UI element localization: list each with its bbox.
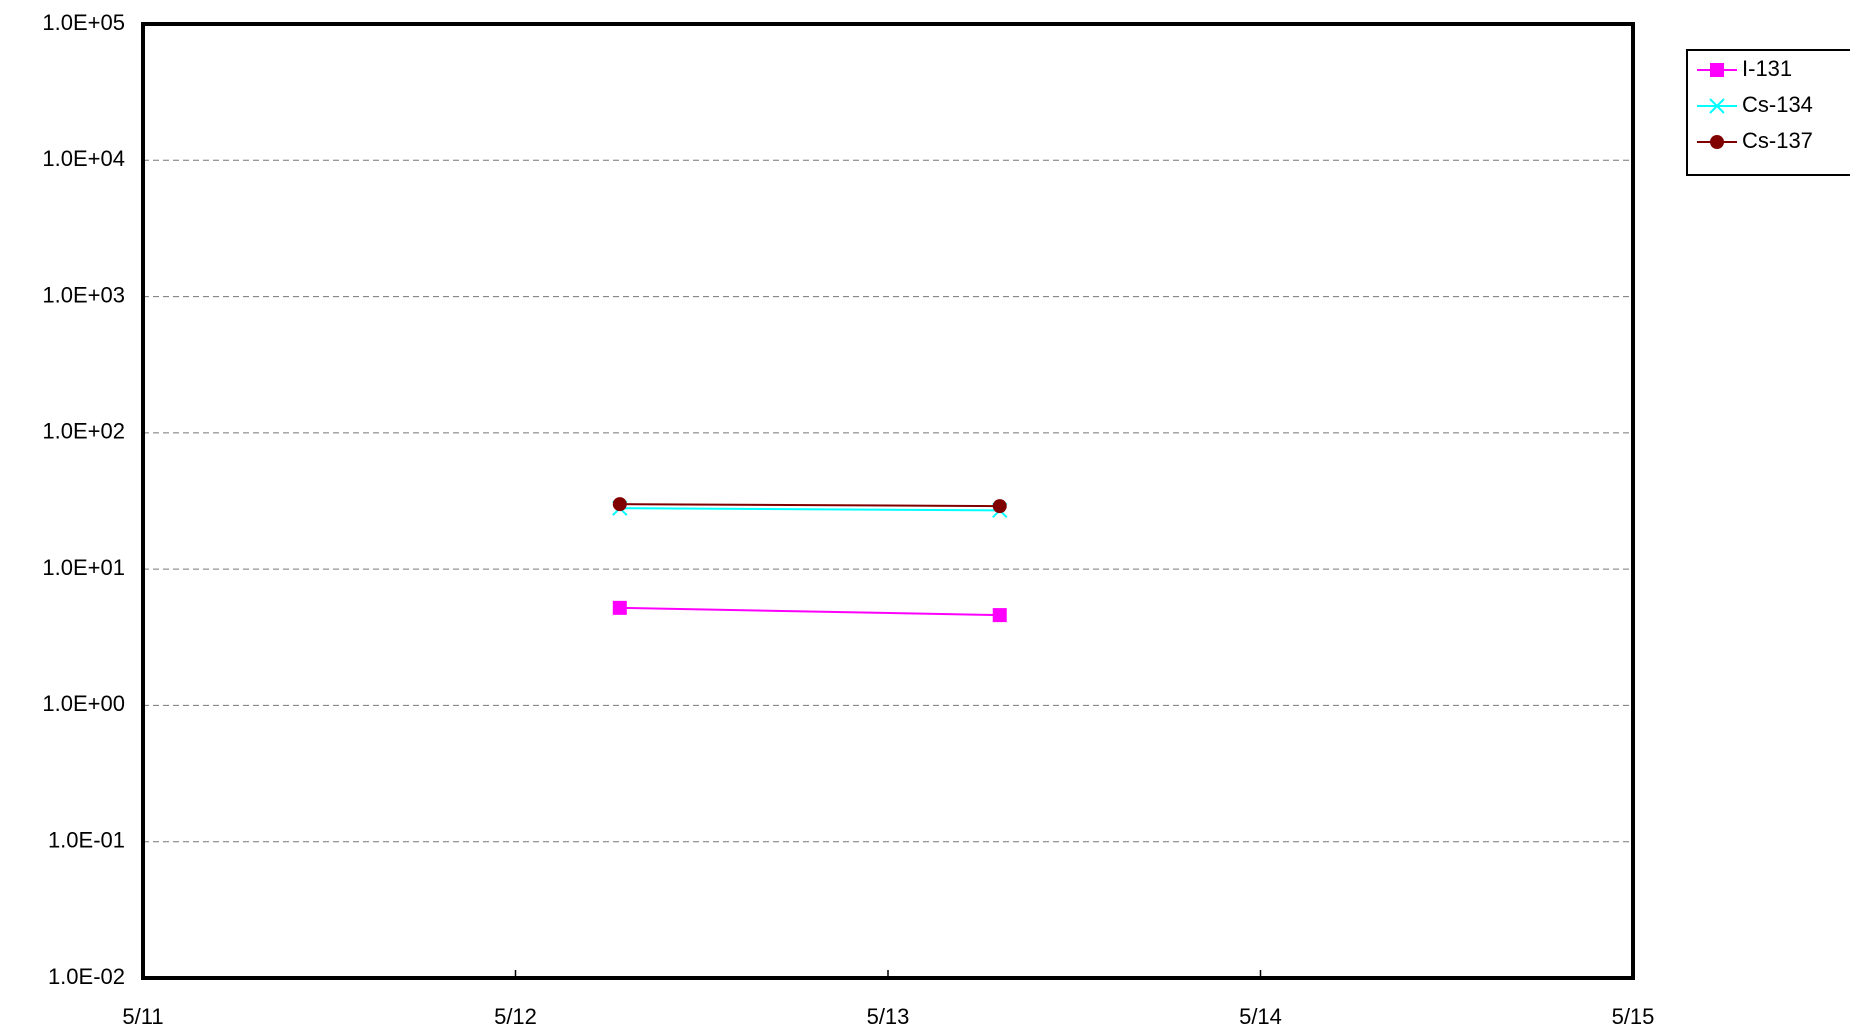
series-line [619,606,1000,617]
legend-label: Cs-137 [1742,128,1813,153]
y-tick-label: 1.0E+03 [42,282,125,307]
y-tick-label: 1.0E+01 [42,555,125,580]
data-point [612,497,627,512]
marker-shape [992,499,1007,514]
series-line [619,503,1000,508]
legend-marker [1710,135,1724,149]
x-tick-label: 5/13 [867,1004,910,1029]
y-tick-label: 1.0E-02 [48,964,125,989]
marker-shape [992,608,1007,623]
x-tick-label: 5/15 [1612,1004,1655,1029]
marker-shape [612,497,627,512]
marker-shape [1709,98,1725,114]
x-tick-label: 5/14 [1239,1004,1282,1029]
series-line [619,507,1000,512]
legend-label: I-131 [1742,56,1792,81]
y-tick-label: 1.0E+05 [42,10,125,35]
x-tick-label: 5/11 [122,1004,163,1029]
marker-shape [1710,135,1724,149]
y-tick-label: 1.0E+04 [42,146,125,171]
y-tick-label: 1.0E+00 [42,691,125,716]
marker-shape [1710,63,1724,77]
plot-frame [141,22,1635,980]
y-tick-label: 1.0E-01 [48,828,125,853]
legend-marker [1710,63,1724,77]
data-point [992,499,1007,514]
data-point [992,608,1007,623]
marker-shape [612,600,627,615]
legend-marker [1709,98,1725,114]
data-point [612,600,627,615]
legend-label: Cs-134 [1742,92,1813,117]
x-tick-label: 5/12 [494,1004,537,1029]
y-tick-label: 1.0E+02 [42,419,125,444]
